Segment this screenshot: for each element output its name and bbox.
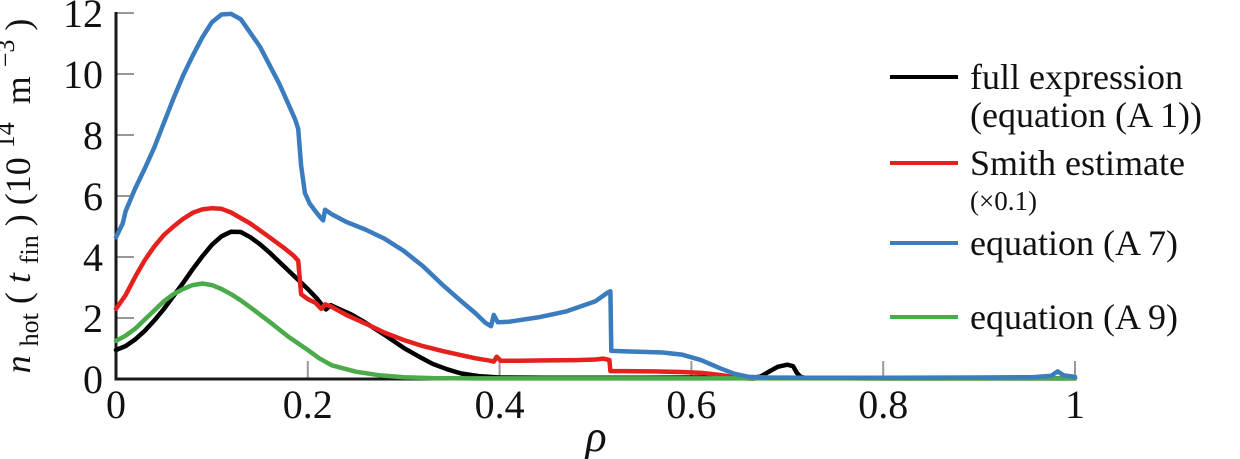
- legend-entry-equation-a9: equation (A 9): [890, 297, 1178, 337]
- legend-label-equation-a7: equation (A 7): [970, 223, 1178, 263]
- y-axis-label: n hot ( t fin ) (10 14 m −3 ): [0, 19, 46, 374]
- y-tick-label: 6: [83, 174, 103, 219]
- curve-full-expression: [113, 229, 1078, 381]
- y-tick-label: 4: [83, 235, 103, 280]
- y-tick-label: 2: [83, 296, 103, 341]
- legend-label-equation-a9: equation (A 9): [970, 297, 1178, 337]
- tick-marks: [117, 12, 1076, 378]
- ylabel-units-open: ) (10: [0, 157, 38, 226]
- x-tick-label: 1: [1065, 382, 1085, 427]
- ylabel-close: ): [0, 19, 38, 31]
- ylabel-exp-minus3: −3: [0, 40, 20, 68]
- y-tick-label: 12: [63, 0, 103, 36]
- legend-label-smith-estimate: Smith estimate: [970, 143, 1185, 183]
- ylabel-paren: (: [0, 292, 38, 304]
- y-tick-label: 8: [83, 113, 103, 158]
- legend-label-full-expression: full expression: [970, 57, 1183, 97]
- y-tick-label: 10: [63, 52, 103, 97]
- y-tick-label: 0: [83, 357, 103, 402]
- data-curves: [113, 11, 1078, 381]
- legend-entry-full-expression: full expression (equation (A 1)): [890, 57, 1202, 135]
- legend-sublabel-smith-estimate: (×0.1): [970, 186, 1037, 216]
- x-tick-label: 0: [106, 382, 126, 427]
- x-tick-label: 0.4: [475, 382, 525, 427]
- curve-equation-a9: [113, 281, 1078, 381]
- curve-equation-a7: [113, 11, 1078, 381]
- x-tick-label: 0.6: [666, 382, 716, 427]
- ylabel-m: m: [0, 76, 38, 113]
- legend: full expression (equation (A 1)) Smith e…: [890, 57, 1202, 337]
- ylabel-n: n: [0, 355, 38, 373]
- axes: [114, 12, 1076, 381]
- x-axis-label: ρ: [583, 412, 606, 459]
- ylabel-exp-14: 14: [0, 122, 20, 148]
- legend-sublabel-full-expression: (equation (A 1)): [970, 95, 1202, 135]
- curve-smith-estimate: [113, 205, 756, 381]
- ylabel-sub-hot: hot: [15, 312, 44, 346]
- x-tick-label: 0.8: [858, 382, 908, 427]
- legend-entry-equation-a7: equation (A 7): [890, 223, 1178, 263]
- ylabel-sub-fin: fin: [15, 235, 44, 264]
- ylabel-t: t: [0, 272, 38, 283]
- x-tick-label: 0.2: [283, 382, 333, 427]
- legend-entry-smith-estimate: Smith estimate (×0.1): [890, 143, 1185, 216]
